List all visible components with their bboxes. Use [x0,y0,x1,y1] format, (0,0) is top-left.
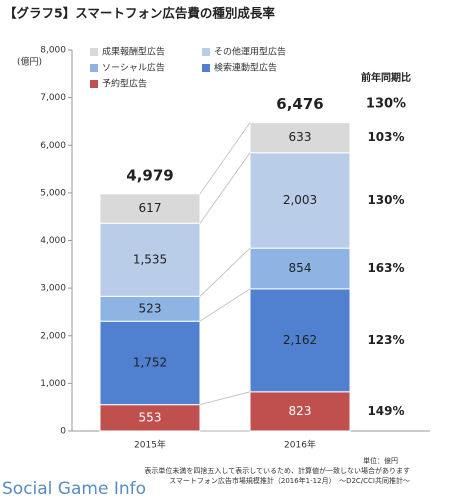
legend-label: 予約型広告 [102,78,147,90]
legend-label: 成果報酬型広告 [102,46,165,58]
legend-swatch [202,64,210,72]
y-tick-label: 0 [60,427,66,437]
data-label: 854 [289,261,312,275]
bar-segment [99,193,201,224]
connector [199,152,251,224]
y-tick-label: 7,000 [40,93,66,103]
data-label: 1,752 [133,355,167,369]
y-unit: (億円) [17,56,42,68]
y-tick-label: 2,000 [40,331,66,341]
y-tick-label: 8,000 [40,46,66,56]
note: スマートフォン広告市場規模推計（2016年1-12月） ～D2C/CCI共同推計… [169,476,410,485]
yoy-total: 130% [366,97,406,112]
data-label: 523 [139,301,162,315]
bar-segment [99,222,201,297]
y-tick-label: 5,000 [40,188,66,198]
bar-segment [99,404,201,432]
y-tick-label: 3,000 [40,284,66,294]
yoy-label: 130% [367,193,404,207]
legend-swatch [90,64,98,72]
legend-swatch [202,48,210,56]
data-label: 2,003 [283,193,317,207]
legend-label: 検索連動型広告 [214,62,277,74]
note: 表示単位未満を四捨五入して表示しているため、計算値が一致しない場合があります [144,466,410,475]
legend-swatch [90,48,98,56]
yoy-label: 163% [367,261,404,275]
yoy-title: 前年同期比 [361,71,411,84]
connector [199,122,251,195]
x-tick-label: 2016年 [284,439,316,451]
bar-segment [99,320,201,406]
bar-segment [99,295,201,322]
y-tick-label: 6,000 [40,141,66,151]
data-label: 553 [139,410,162,424]
bar-segment [249,288,351,393]
chart-title: 【グラフ5】スマートフォン広告費の種別成長率 [4,6,275,21]
connector [199,247,251,297]
yoy-label: 123% [367,333,404,347]
note: 単位：億円 [363,456,398,465]
bar-segment [249,122,351,154]
yoy-label: 149% [367,404,404,418]
connector [199,391,251,406]
watermark: Social Game Info [2,479,146,499]
y-tick-label: 4,000 [40,236,66,246]
data-label: 1,535 [133,252,167,266]
total-label: 4,979 [126,166,173,184]
data-label: 823 [289,404,312,418]
y-tick-label: 1,000 [40,379,66,389]
bar-segment [249,152,351,249]
data-label: 2,162 [283,333,317,347]
data-label: 617 [139,201,162,215]
x-tick-label: 2015年 [134,439,166,451]
legend-swatch [90,80,98,88]
connector [199,288,251,322]
legend-label: ソーシャル広告 [102,62,165,74]
legend-label: その他運用型広告 [214,46,286,58]
yoy-label: 103% [367,130,404,144]
data-label: 633 [289,130,312,144]
total-label: 6,476 [276,95,323,113]
